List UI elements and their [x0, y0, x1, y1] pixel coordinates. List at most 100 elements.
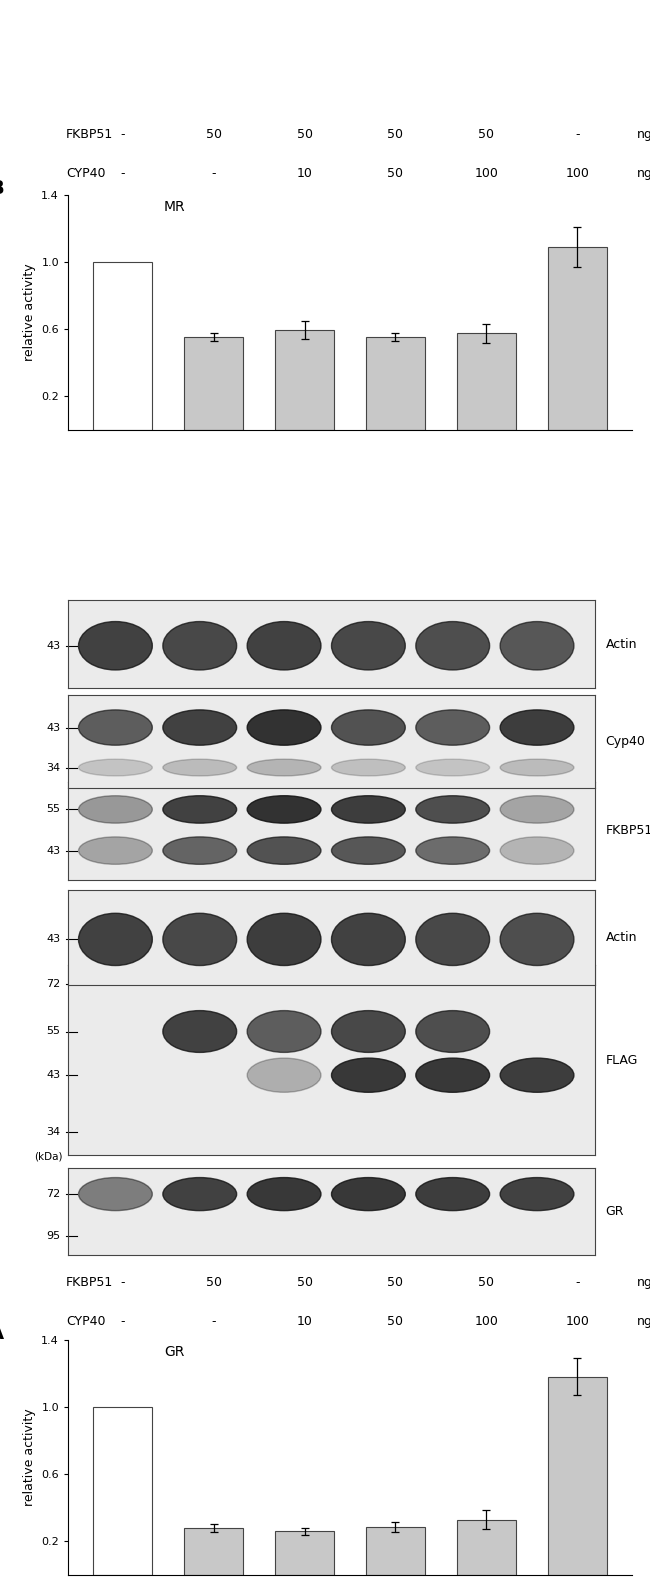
- Text: 72: 72: [46, 1188, 60, 1200]
- Ellipse shape: [416, 913, 489, 966]
- Ellipse shape: [163, 759, 237, 776]
- Ellipse shape: [332, 837, 406, 864]
- Ellipse shape: [163, 1177, 237, 1211]
- Bar: [184, 337, 243, 430]
- Ellipse shape: [163, 1010, 237, 1052]
- Text: -: -: [575, 1276, 580, 1289]
- Bar: [548, 247, 607, 430]
- Text: -: -: [211, 167, 216, 180]
- Text: 43: 43: [46, 845, 60, 856]
- Ellipse shape: [163, 796, 237, 823]
- Ellipse shape: [247, 1058, 321, 1093]
- Ellipse shape: [332, 710, 406, 745]
- Ellipse shape: [79, 622, 152, 670]
- Ellipse shape: [332, 913, 406, 966]
- Text: FKBP51: FKBP51: [606, 824, 650, 837]
- Y-axis label: relative activity: relative activity: [23, 1408, 36, 1507]
- Ellipse shape: [247, 622, 321, 670]
- Text: 50: 50: [296, 129, 313, 142]
- Text: Actin: Actin: [606, 931, 637, 943]
- Text: ng: ng: [636, 1276, 650, 1289]
- Text: (kDa): (kDa): [34, 1150, 62, 1161]
- Text: 34: 34: [46, 762, 60, 773]
- Bar: [366, 1527, 425, 1575]
- Ellipse shape: [500, 1177, 574, 1211]
- Text: 50: 50: [296, 1276, 313, 1289]
- Text: 43: 43: [46, 934, 60, 945]
- Bar: [93, 263, 152, 430]
- Text: 10: 10: [296, 1314, 313, 1327]
- Ellipse shape: [163, 710, 237, 745]
- Ellipse shape: [416, 1058, 489, 1093]
- Ellipse shape: [163, 622, 237, 670]
- Text: -: -: [120, 167, 125, 180]
- Ellipse shape: [500, 710, 574, 745]
- Ellipse shape: [416, 1010, 489, 1052]
- Ellipse shape: [79, 1177, 152, 1211]
- Ellipse shape: [500, 622, 574, 670]
- Y-axis label: relative activity: relative activity: [23, 264, 36, 361]
- Ellipse shape: [332, 1058, 406, 1093]
- Ellipse shape: [416, 1177, 489, 1211]
- Ellipse shape: [332, 1010, 406, 1052]
- Bar: [184, 1527, 243, 1575]
- Ellipse shape: [79, 913, 152, 966]
- Ellipse shape: [416, 759, 489, 776]
- Text: GR: GR: [164, 1344, 184, 1359]
- Text: 100: 100: [474, 1314, 499, 1327]
- Ellipse shape: [79, 759, 152, 776]
- Ellipse shape: [247, 710, 321, 745]
- Ellipse shape: [247, 913, 321, 966]
- Ellipse shape: [416, 837, 489, 864]
- Ellipse shape: [247, 1010, 321, 1052]
- Text: 50: 50: [205, 129, 222, 142]
- Text: 55: 55: [46, 805, 60, 815]
- Ellipse shape: [247, 796, 321, 823]
- Ellipse shape: [332, 622, 406, 670]
- Bar: [275, 329, 334, 430]
- Text: 10: 10: [296, 167, 313, 180]
- Ellipse shape: [79, 710, 152, 745]
- Ellipse shape: [332, 796, 406, 823]
- Text: 50: 50: [478, 1276, 495, 1289]
- Text: -: -: [120, 129, 125, 142]
- Text: ng: ng: [636, 1314, 650, 1327]
- Text: 72: 72: [46, 978, 60, 990]
- Text: B: B: [0, 178, 4, 197]
- Ellipse shape: [332, 1177, 406, 1211]
- Text: -: -: [211, 1314, 216, 1327]
- Text: 43: 43: [46, 641, 60, 651]
- Text: MR: MR: [164, 200, 185, 213]
- Text: 50: 50: [387, 1276, 404, 1289]
- Bar: [457, 334, 516, 430]
- Text: 50: 50: [205, 1276, 222, 1289]
- Text: Cyp40: Cyp40: [606, 735, 645, 748]
- Ellipse shape: [163, 913, 237, 966]
- Text: 100: 100: [566, 167, 590, 180]
- Ellipse shape: [500, 1058, 574, 1093]
- Ellipse shape: [247, 837, 321, 864]
- Ellipse shape: [416, 796, 489, 823]
- Text: A: A: [0, 1324, 4, 1343]
- Ellipse shape: [500, 796, 574, 823]
- Ellipse shape: [79, 837, 152, 864]
- Ellipse shape: [416, 622, 489, 670]
- Ellipse shape: [500, 837, 574, 864]
- Text: ng: ng: [636, 129, 650, 142]
- Text: FKBP51: FKBP51: [66, 1276, 114, 1289]
- Text: 50: 50: [387, 129, 404, 142]
- Text: -: -: [120, 1314, 125, 1327]
- Bar: [548, 1376, 607, 1575]
- Bar: [457, 1519, 516, 1575]
- Text: 34: 34: [46, 1126, 60, 1138]
- Bar: [93, 1406, 152, 1575]
- Bar: [366, 337, 425, 430]
- Ellipse shape: [500, 759, 574, 776]
- Text: 50: 50: [387, 1314, 404, 1327]
- Text: 100: 100: [474, 167, 499, 180]
- Text: 50: 50: [387, 167, 404, 180]
- Text: Actin: Actin: [606, 638, 637, 651]
- Ellipse shape: [247, 1177, 321, 1211]
- Text: CYP40: CYP40: [66, 167, 106, 180]
- Text: 95: 95: [46, 1231, 60, 1241]
